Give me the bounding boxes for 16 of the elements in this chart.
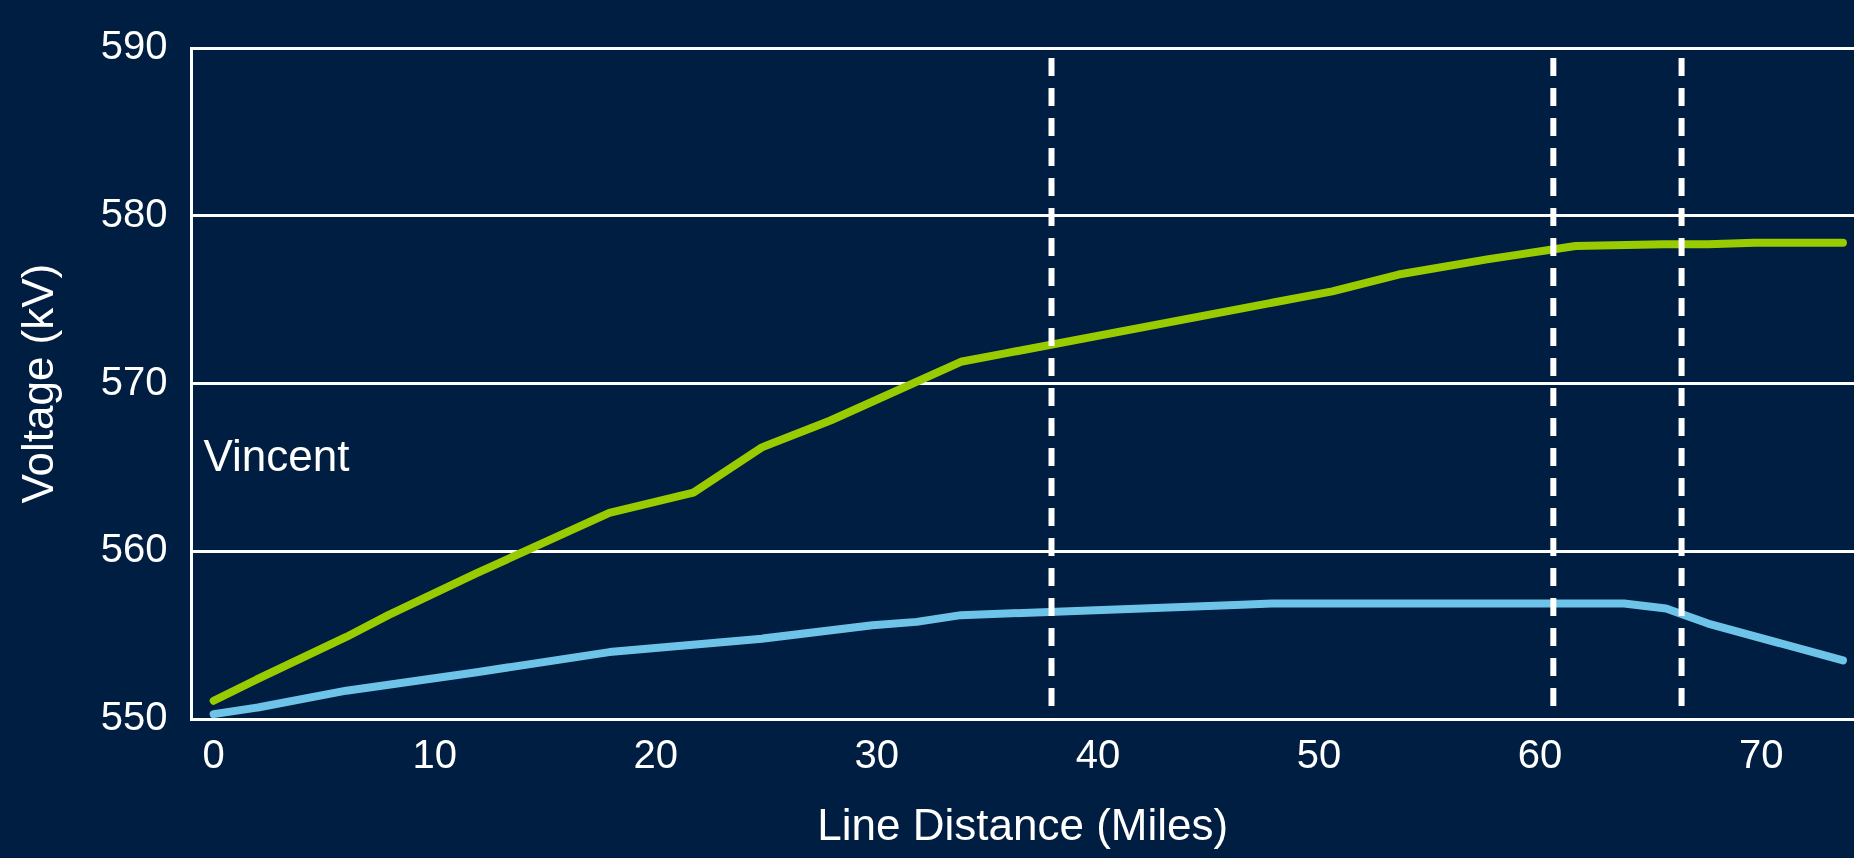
y-tick-label: 560 [100, 526, 168, 571]
y-axis-title: Voltage (kV) [12, 263, 62, 504]
x-tick-label: 40 [1075, 732, 1121, 777]
x-tick-label: 50 [1296, 732, 1342, 777]
y-tick-label: 570 [100, 358, 168, 403]
x-tick-label: 60 [1517, 732, 1563, 777]
y-tick-label: 580 [100, 190, 168, 235]
x-tick-label: 30 [854, 732, 900, 777]
x-tick-label: 20 [633, 732, 679, 777]
x-tick-label: 70 [1738, 732, 1784, 777]
x-axis-title: Line Distance (Miles) [817, 799, 1229, 849]
y-tick-label: 550 [100, 694, 168, 739]
annotation: Vincent [203, 430, 350, 480]
y-tick-label: 590 [100, 23, 168, 68]
x-tick-label: 0 [202, 732, 225, 777]
x-tick-label: 10 [412, 732, 457, 777]
